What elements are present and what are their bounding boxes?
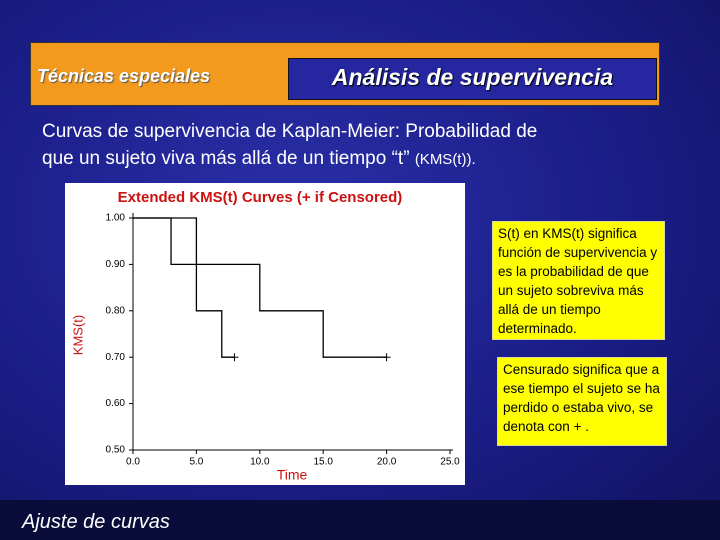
body-line: Curvas de supervivencia de Kaplan-Meier:… <box>42 121 538 142</box>
x-tick-label: 25.0 <box>440 457 460 468</box>
y-tick-label: 0.80 <box>106 305 126 316</box>
y-tick-label: 1.00 <box>106 213 126 224</box>
section-label: Técnicas especiales <box>37 66 211 86</box>
body-line: que un sujeto viva más allá de un tiempo… <box>42 148 410 169</box>
x-tick-label: 15.0 <box>313 457 333 468</box>
y-axis-label: KMS(t) <box>70 315 85 355</box>
chart-title: Extended KMS(t) Curves (+ if Censored) <box>118 189 403 206</box>
footer-bar <box>0 500 720 540</box>
step-line <box>133 217 235 358</box>
slide-title: Análisis de supervivencia <box>288 58 657 100</box>
note: Censurado significa que a ese tiempo el … <box>497 357 667 446</box>
y-tick-label: 0.70 <box>106 352 126 363</box>
chart: Extended KMS(t) Curves (+ if Censored) T… <box>70 189 460 483</box>
body-line: que un sujeto viva más allá de un tiempo… <box>42 145 537 173</box>
y-tick-label: 0.60 <box>106 398 126 409</box>
body-line: (KMS(t)). <box>414 151 476 168</box>
x-tick-label: 20.0 <box>377 457 397 468</box>
censor-mark <box>382 353 391 362</box>
note: S(t) en KMS(t) significa función de supe… <box>492 221 665 340</box>
y-tick-label: 0.90 <box>106 259 126 270</box>
body-text: Curvas de supervivencia de Kaplan-Meier:… <box>42 118 537 173</box>
censor-mark <box>230 353 239 362</box>
chart-image: Extended KMS(t) Curves (+ if Censored) T… <box>65 183 465 485</box>
x-axis-label: Time <box>277 467 308 483</box>
x-tick-label: 5.0 <box>189 457 203 468</box>
x-tick-label: 0.0 <box>126 457 140 468</box>
y-tick-label: 0.50 <box>106 445 126 456</box>
step-line <box>133 217 387 358</box>
footer-label: Ajuste de curvas <box>22 511 170 533</box>
x-tick-label: 10.0 <box>250 457 270 468</box>
